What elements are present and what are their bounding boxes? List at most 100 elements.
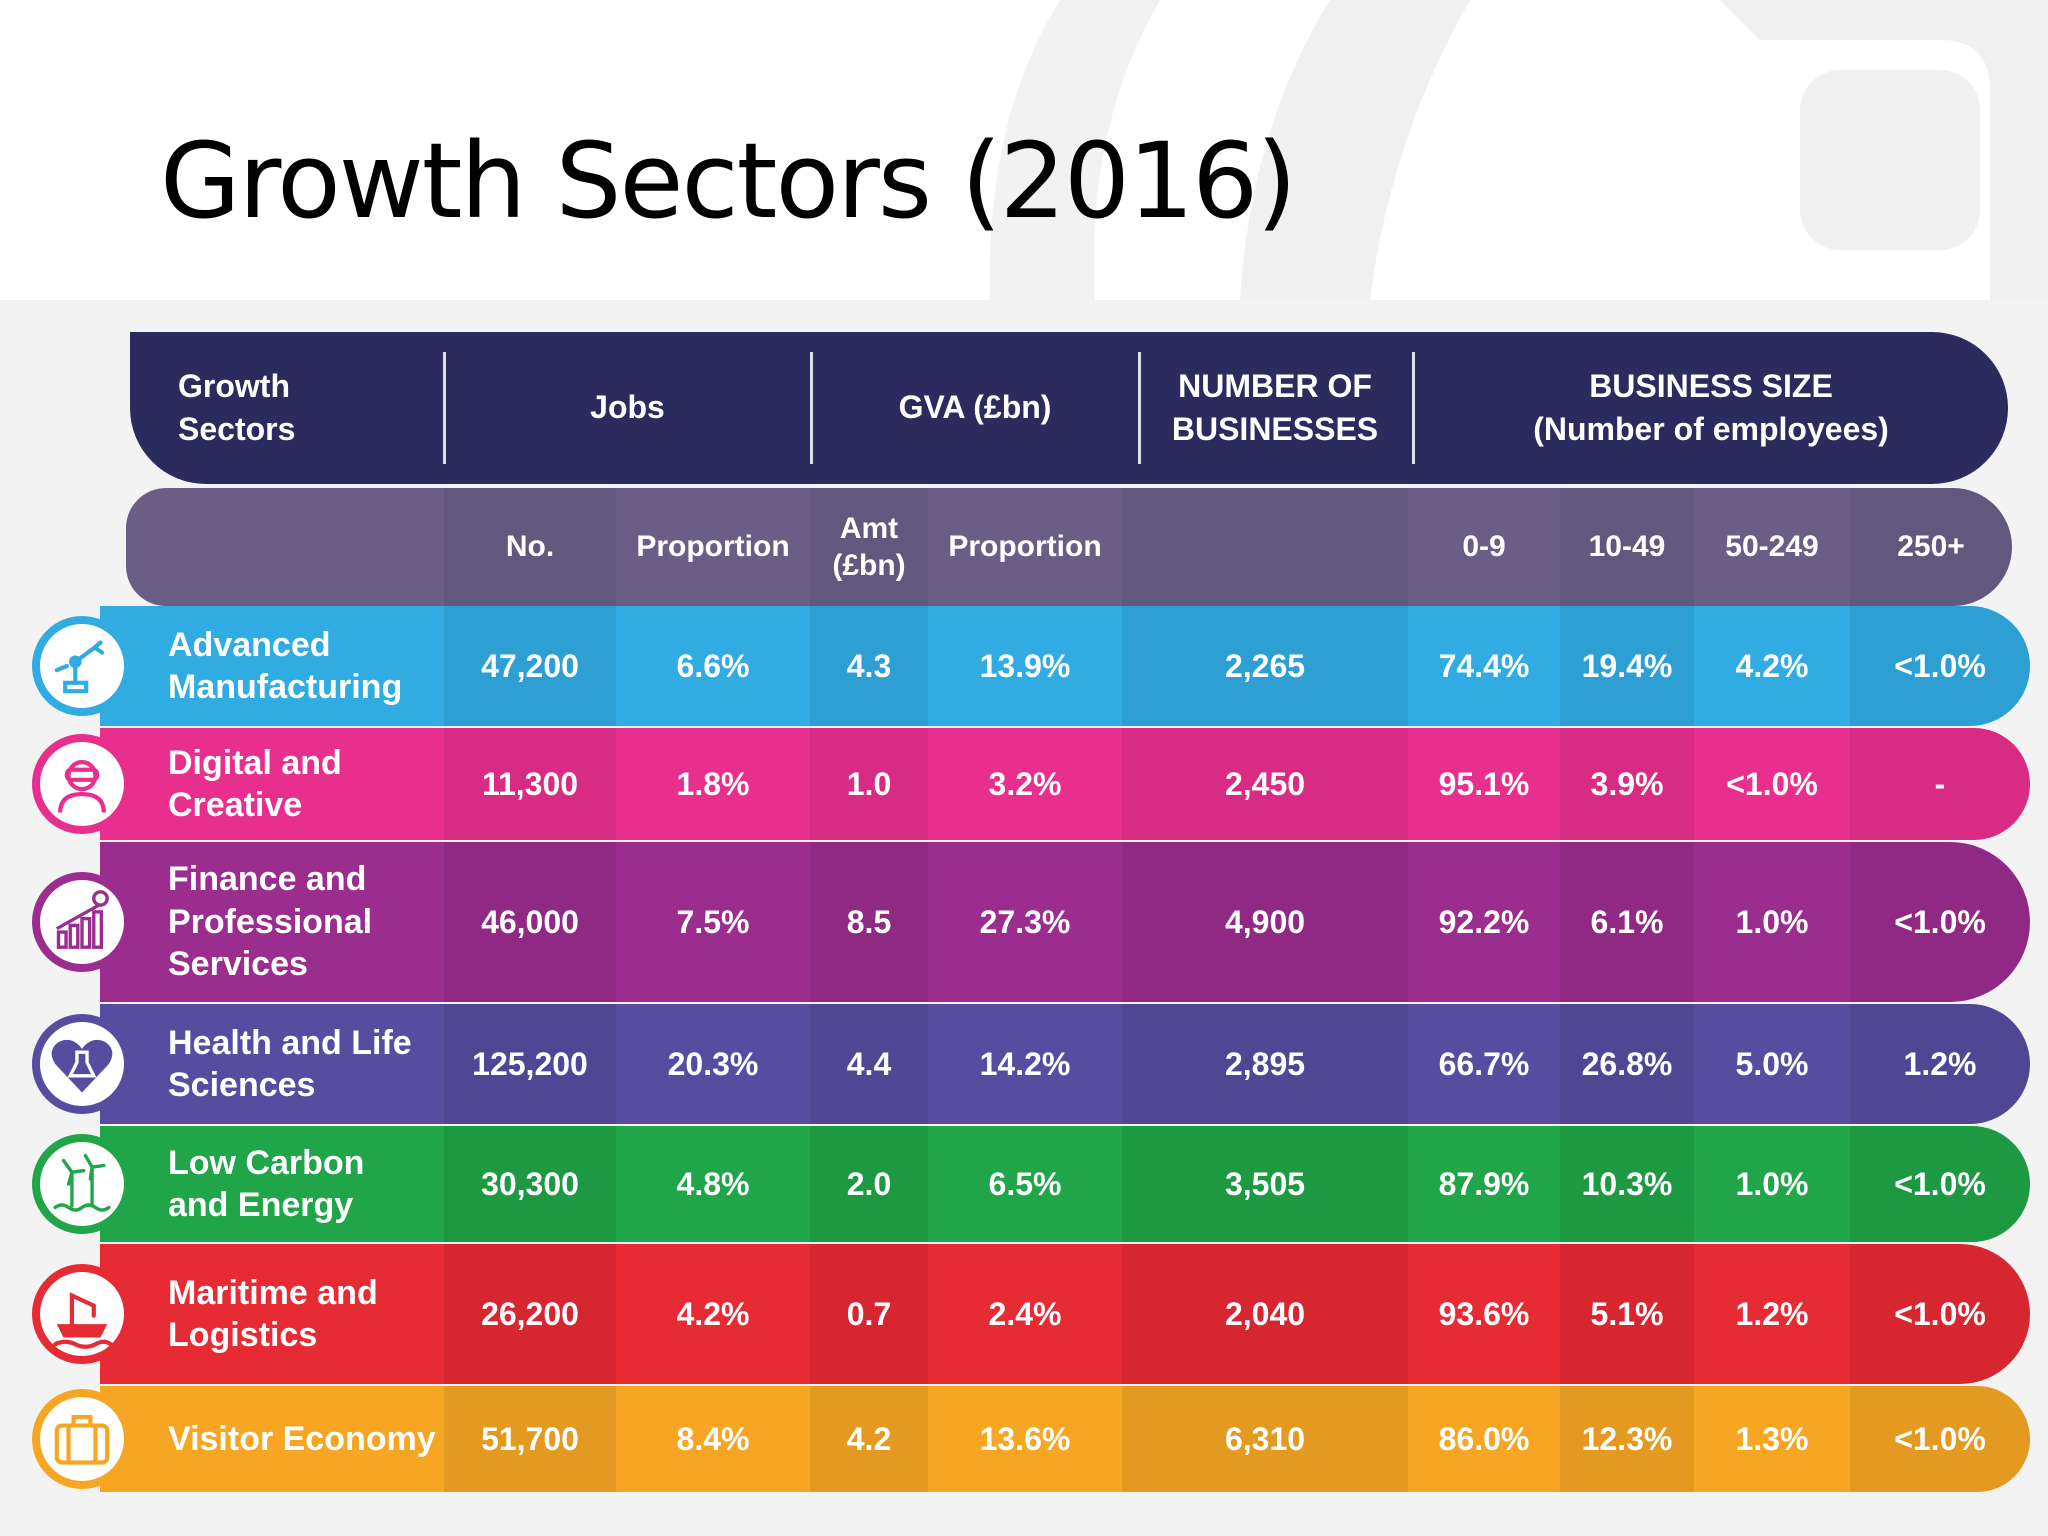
sector-name: Advanced Manufacturing bbox=[168, 625, 403, 707]
subheader-size-50-249: 50-249 bbox=[1725, 530, 1819, 564]
header-growth-sectors: Growth Sectors bbox=[178, 367, 296, 447]
cell-businesses: 2,895 bbox=[1122, 1004, 1408, 1124]
cell-s0-9: 95.1% bbox=[1438, 766, 1530, 802]
cell-s0-9: 93.6% bbox=[1438, 1296, 1530, 1332]
table-row: Maritime and Logistics 26,200 4.2% 0.7 2.4% 2… bbox=[100, 1244, 2030, 1384]
cell-s10-49: 6.1% bbox=[1560, 842, 1694, 1002]
cell-s50-249: 1.2% bbox=[1735, 1296, 1809, 1332]
cell-s250: - bbox=[1850, 728, 2030, 840]
subheader-size-0-9: 0-9 bbox=[1462, 530, 1506, 564]
cell-s50-249: 1.3% bbox=[1735, 1421, 1809, 1457]
cell-s10-49: 3.9% bbox=[1560, 728, 1694, 840]
cell-s250: <1.0% bbox=[1850, 606, 2030, 726]
cell-s50-249: 1.0% bbox=[1735, 904, 1809, 940]
cell-gva-amt: 1.0 bbox=[810, 728, 928, 840]
cell-s0-9: 87.9% bbox=[1438, 1166, 1530, 1202]
cell-gva-amt: 4.2 bbox=[810, 1386, 928, 1492]
cell-s250: <1.0% bbox=[1850, 842, 2030, 1002]
robot-arm-icon bbox=[32, 616, 132, 716]
subheader-gva-proportion: Proportion bbox=[948, 530, 1102, 564]
table-row: Health and Life Sciences 125,200 20.3% 4.4 1… bbox=[100, 1004, 2030, 1124]
cell-s250: <1.0% bbox=[1850, 1126, 2030, 1242]
cell-businesses: 4,900 bbox=[1122, 842, 1408, 1002]
cell-jobs-prop: 20.3% bbox=[667, 1046, 759, 1082]
cell-businesses: 6,310 bbox=[1122, 1386, 1408, 1492]
cell-s10-49: 19.4% bbox=[1560, 606, 1694, 726]
cell-jobs-prop: 8.4% bbox=[676, 1421, 750, 1457]
cell-s0-9: 66.7% bbox=[1438, 1046, 1530, 1082]
cell-jobs-no: 51,700 bbox=[444, 1386, 616, 1492]
cell-s250: <1.0% bbox=[1850, 1386, 2030, 1492]
subheader-jobs-no: No. bbox=[444, 488, 616, 606]
cell-businesses: 2,040 bbox=[1122, 1244, 1408, 1384]
cell-jobs-prop: 6.6% bbox=[676, 648, 750, 684]
sector-name: Health and Life Sciences bbox=[168, 1023, 412, 1105]
cell-jobs-no: 46,000 bbox=[444, 842, 616, 1002]
cell-businesses: 2,450 bbox=[1122, 728, 1408, 840]
table-row: Advanced Manufacturing 47,200 6.6% 4.3 13.9%… bbox=[100, 606, 2030, 726]
cell-s50-249: 4.2% bbox=[1735, 648, 1809, 684]
sector-name: Visitor Economy bbox=[168, 1419, 436, 1458]
cell-gva-prop: 2.4% bbox=[988, 1296, 1062, 1332]
table-row: Digital and Creative 11,300 1.8% 1.0 3.2% 2,4… bbox=[100, 728, 2030, 840]
subheader-jobs-proportion: Proportion bbox=[636, 530, 790, 564]
sector-name: Maritime and Logistics bbox=[168, 1273, 378, 1355]
table-row: Visitor Economy 51,700 8.4% 4.2 13.6% 6,310 86… bbox=[100, 1386, 2030, 1492]
cell-jobs-no: 30,300 bbox=[444, 1126, 616, 1242]
cell-jobs-no: 125,200 bbox=[444, 1004, 616, 1124]
table-subheader: No. Proportion Amt (£bn) Proportion 0-9 … bbox=[126, 488, 2012, 606]
cell-jobs-no: 11,300 bbox=[444, 728, 616, 840]
bar-graph-coin-icon bbox=[32, 872, 132, 972]
subheader-size-10-49: 10-49 bbox=[1560, 488, 1694, 606]
header-gva: GVA (£bn) bbox=[898, 389, 1052, 426]
cell-s0-9: 92.2% bbox=[1438, 904, 1530, 940]
cell-gva-amt: 4.4 bbox=[810, 1004, 928, 1124]
cell-gva-prop: 3.2% bbox=[988, 766, 1062, 802]
sector-name: Finance and Professional Services bbox=[168, 860, 373, 984]
cell-businesses: 2,265 bbox=[1122, 606, 1408, 726]
sector-name: Low Carbon and Energy bbox=[168, 1143, 365, 1225]
cell-gva-amt: 2.0 bbox=[810, 1126, 928, 1242]
cell-s10-49: 10.3% bbox=[1560, 1126, 1694, 1242]
cell-gva-prop: 13.9% bbox=[979, 648, 1071, 684]
cell-gva-prop: 14.2% bbox=[979, 1046, 1071, 1082]
header-divider bbox=[443, 352, 446, 464]
cell-s50-249: 1.0% bbox=[1735, 1166, 1809, 1202]
cell-s250: <1.0% bbox=[1850, 1244, 2030, 1384]
cell-gva-amt: 4.3 bbox=[810, 606, 928, 726]
cell-gva-prop: 13.6% bbox=[979, 1421, 1071, 1457]
cell-s10-49: 12.3% bbox=[1560, 1386, 1694, 1492]
subheader-gva-amt: Amt (£bn) bbox=[810, 488, 928, 606]
cell-jobs-prop: 4.2% bbox=[676, 1296, 750, 1332]
table-row: Low Carbon and Energy 30,300 4.8% 2.0 6.5% 3,… bbox=[100, 1126, 2030, 1242]
cell-gva-prop: 27.3% bbox=[979, 904, 1071, 940]
heart-flask-icon bbox=[32, 1014, 132, 1114]
subheader-businesses-blank bbox=[1122, 488, 1408, 606]
header-business-size: BUSINESS SIZE (Number of employees) bbox=[1533, 367, 1889, 447]
ship-crane-icon bbox=[32, 1264, 132, 1364]
cell-s50-249: <1.0% bbox=[1726, 766, 1818, 802]
header-number-of-businesses: NUMBER OF BUSINESSES bbox=[1171, 367, 1379, 447]
subheader-spacer bbox=[126, 488, 444, 606]
cell-jobs-prop: 4.8% bbox=[676, 1166, 750, 1202]
sector-name: Digital and Creative bbox=[168, 743, 342, 825]
header-divider bbox=[1412, 352, 1415, 464]
slide-title: Growth Sectors (2016) bbox=[160, 120, 1297, 242]
vr-headset-person-icon bbox=[32, 734, 132, 834]
subheader-size-250-plus: 250+ bbox=[1850, 488, 2012, 606]
cell-jobs-prop: 1.8% bbox=[676, 766, 750, 802]
cell-s50-249: 5.0% bbox=[1735, 1046, 1809, 1082]
cell-s10-49: 5.1% bbox=[1560, 1244, 1694, 1384]
table-header: Growth Sectors Jobs GVA (£bn) NUMBER OF … bbox=[130, 332, 2008, 484]
cell-s0-9: 74.4% bbox=[1438, 648, 1530, 684]
background-decoration bbox=[989, 0, 2048, 300]
cell-gva-prop: 6.5% bbox=[988, 1166, 1062, 1202]
header-jobs: Jobs bbox=[590, 389, 665, 426]
suitcase-icon bbox=[32, 1389, 132, 1489]
cell-s250: 1.2% bbox=[1850, 1004, 2030, 1124]
cell-jobs-no: 47,200 bbox=[444, 606, 616, 726]
header-divider bbox=[1138, 352, 1141, 464]
cell-gva-amt: 8.5 bbox=[810, 842, 928, 1002]
cell-gva-amt: 0.7 bbox=[810, 1244, 928, 1384]
wind-turbine-icon bbox=[32, 1134, 132, 1234]
